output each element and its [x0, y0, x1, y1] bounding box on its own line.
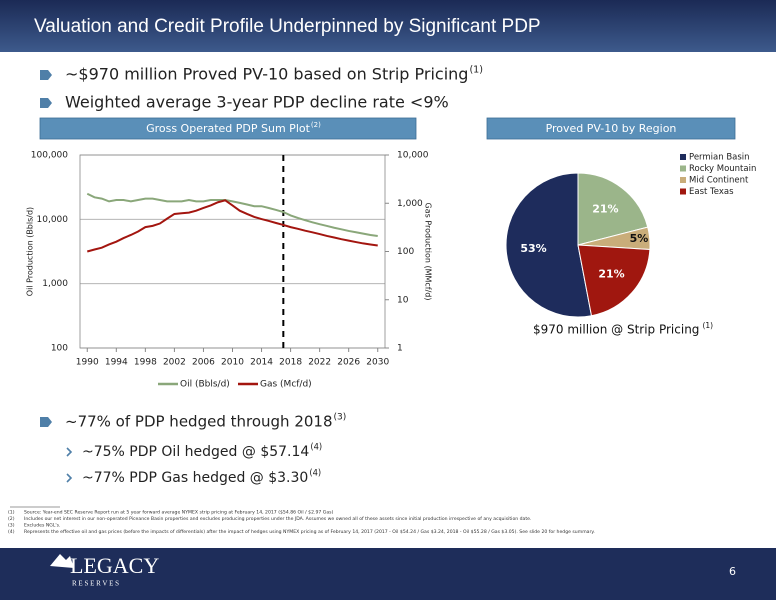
footnote-text: Source: Year-end SEC Reserve Report run …	[24, 510, 334, 516]
y2-tick-label: 10	[397, 295, 409, 305]
legend-label: East Texas	[689, 187, 734, 197]
pie-value-label: 21%	[592, 203, 618, 216]
y-tick-label: 100,000	[31, 151, 68, 161]
y-axis-label: Oil Production (Bbls/d)	[26, 207, 35, 296]
y-tick-label: 1,000	[42, 279, 68, 289]
footnote-number: (4)	[8, 529, 15, 535]
pie-caption: $970 million @ Strip Pricing	[533, 323, 699, 337]
sub-bullet-text-note: (4)	[309, 468, 321, 478]
x-tick-label: 2006	[192, 358, 215, 368]
x-tick-label: 2026	[337, 358, 360, 368]
y2-tick-label: 10,000	[397, 151, 429, 161]
bullet-icon	[40, 417, 52, 427]
pie-value-label: 5%	[630, 232, 649, 245]
x-tick-label: 2022	[308, 358, 331, 368]
logo-subtext: R E S E R V E S	[72, 580, 119, 588]
x-tick-label: 2030	[366, 358, 389, 368]
plot-frame	[79, 154, 386, 349]
y2-tick-label: 100	[397, 247, 414, 257]
legend-label: Permian Basin	[689, 153, 750, 163]
footer-band	[0, 548, 776, 600]
sub-bullet-icon	[66, 447, 73, 457]
chart-header-box	[39, 117, 417, 140]
pie-slice	[577, 172, 649, 246]
slide-title: Valuation and Credit Profile Underpinned…	[34, 16, 541, 37]
x-tick-label: 1990	[76, 358, 99, 368]
y2-tick-label: 1	[397, 344, 403, 354]
logo-mark	[50, 554, 74, 568]
pie-caption-note: (1)	[702, 321, 713, 330]
chart-title: Gross Operated PDP Sum Plot	[146, 122, 311, 135]
bullet-text-note: (1)	[469, 64, 483, 75]
data-line	[86, 199, 378, 253]
pie-slice	[577, 244, 651, 317]
sub-bullet-text: ~77% PDP Gas hedged @ $3.30	[82, 470, 308, 486]
y2-axis-label: Gas Production (MMcf/d)	[424, 203, 433, 301]
x-tick-label: 1998	[134, 358, 157, 368]
chart-title-note: (2)	[311, 121, 321, 129]
bullet-text-note: (3)	[334, 412, 347, 422]
footnote-number: (3)	[8, 523, 15, 529]
bullet-icon	[40, 70, 52, 80]
legend-label: Rocky Mountain	[689, 164, 756, 174]
legend-label: Mid Continent	[689, 176, 749, 186]
pie-value-label: 53%	[520, 242, 546, 255]
legend-label: Gas (Mcf/d)	[260, 380, 312, 390]
logo-text: LEGACY	[70, 553, 159, 578]
x-tick-label: 2018	[279, 358, 302, 368]
x-tick-label: 1994	[105, 358, 128, 368]
footnote-text: Excludes NGL's.	[24, 523, 61, 529]
data-line	[86, 192, 378, 238]
bullet-text: ~$970 million Proved PV-10 based on Stri…	[65, 65, 468, 84]
y-tick-label: 10,000	[37, 215, 69, 225]
y2-tick-label: 1,000	[397, 199, 423, 209]
legend-label: Oil (Bbls/d)	[180, 380, 230, 390]
sub-bullet-text-note: (4)	[310, 442, 322, 452]
legend-swatch	[680, 165, 686, 172]
bullet-text: ~77% of PDP hedged through 2018	[65, 413, 333, 431]
footnote-number: (2)	[8, 516, 15, 522]
legend-swatch	[680, 188, 686, 195]
legend-swatch	[680, 177, 686, 183]
bullet-text: Weighted average 3-year PDP decline rate…	[65, 93, 449, 112]
bullet-icon	[40, 98, 52, 108]
chart-title: Proved PV-10 by Region	[546, 122, 677, 135]
y-tick-label: 100	[51, 344, 68, 354]
footnote-number: (1)	[8, 510, 15, 516]
page-number: 6	[729, 565, 736, 578]
x-tick-label: 2010	[221, 358, 244, 368]
x-tick-label: 2002	[163, 358, 186, 368]
footnote-text: Includes our net interest in our non-ope…	[24, 516, 531, 522]
sub-bullet-icon	[66, 473, 73, 483]
header-band	[0, 0, 776, 52]
sub-bullet-text: ~75% PDP Oil hedged @ $57.14	[82, 444, 309, 460]
footnote-text: Represents the effective oil and gas pri…	[24, 529, 595, 535]
pie-slice	[505, 172, 593, 318]
chart-header-box	[486, 117, 736, 140]
pie-value-label: 21%	[598, 268, 624, 281]
x-tick-label: 2014	[250, 358, 273, 368]
legend-swatch	[680, 154, 686, 160]
